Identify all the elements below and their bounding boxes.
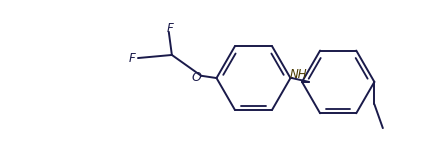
Text: NH: NH (289, 69, 307, 81)
Text: F: F (129, 52, 135, 65)
Text: F: F (167, 22, 174, 35)
Text: O: O (192, 71, 201, 84)
